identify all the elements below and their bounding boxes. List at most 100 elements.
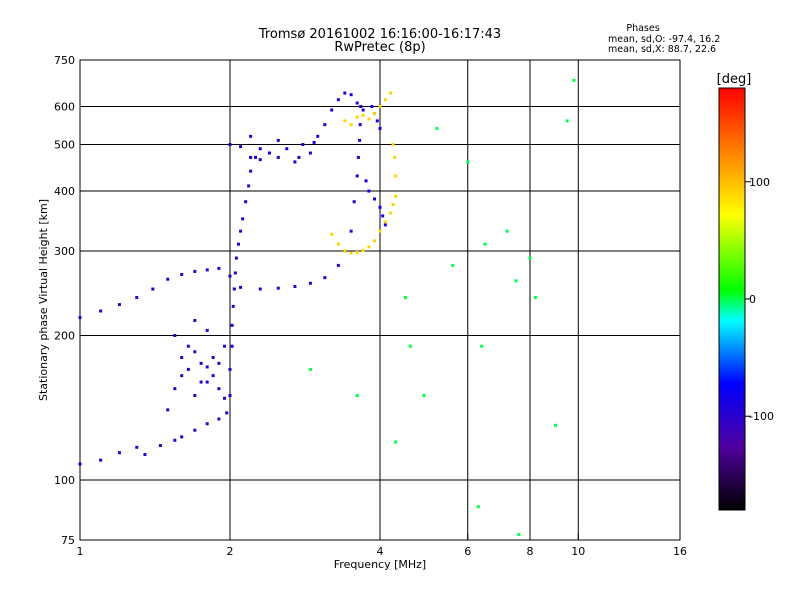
y-axis-label: Stationary phase Virtual Height [km] [37, 199, 50, 401]
data-point [330, 108, 334, 112]
data-point [308, 151, 312, 155]
data-point [173, 387, 177, 391]
data-point [466, 160, 470, 164]
data-point [367, 117, 371, 121]
data-point [228, 143, 232, 147]
data-point [378, 105, 382, 109]
axis-ticks [79, 59, 681, 541]
data-points [78, 78, 576, 537]
data-point [381, 214, 385, 218]
data-point [228, 394, 232, 398]
x-tick-label: 10 [571, 545, 585, 558]
data-point [180, 273, 184, 277]
data-point [308, 281, 312, 285]
data-point [117, 451, 121, 455]
data-point [186, 367, 190, 371]
phase-heading: Phases [626, 23, 660, 34]
data-point [330, 232, 334, 236]
data-point [370, 105, 374, 109]
data-point [316, 134, 320, 138]
y-tick-label: 500 [54, 139, 75, 152]
data-point [223, 396, 227, 400]
data-point [180, 374, 184, 378]
data-point [435, 126, 439, 130]
data-point [480, 344, 484, 348]
data-point [135, 445, 139, 449]
data-point [528, 256, 532, 260]
data-point [389, 91, 393, 95]
data-point [451, 263, 455, 267]
colorbar-tick-label: 0 [749, 293, 756, 306]
data-point [336, 98, 340, 102]
data-point [239, 229, 243, 233]
data-point [361, 248, 365, 252]
data-point [355, 174, 359, 178]
data-point [99, 458, 103, 462]
data-point [158, 444, 162, 448]
data-point [373, 112, 377, 116]
data-point [517, 533, 521, 537]
data-point [378, 229, 382, 233]
data-point [193, 318, 197, 322]
data-point [355, 115, 359, 119]
data-point [389, 211, 393, 215]
data-point [383, 98, 387, 102]
y-tick-label: 100 [54, 474, 75, 487]
data-point [247, 184, 251, 188]
data-point [505, 229, 509, 233]
data-point [249, 155, 253, 159]
data-point [223, 344, 227, 348]
data-point [193, 428, 197, 432]
data-point [276, 286, 280, 290]
data-point [375, 119, 379, 123]
data-point [422, 394, 426, 398]
chart-title: Tromsø 20161002 16:16:00-16:17:43 [258, 27, 502, 42]
data-point [408, 344, 412, 348]
y-tick-label: 300 [54, 245, 75, 258]
data-point [343, 91, 347, 95]
data-point [285, 147, 289, 151]
data-point [343, 249, 347, 253]
data-point [199, 380, 203, 384]
data-point [349, 229, 353, 233]
colorbar-tick-label: -100 [749, 410, 774, 423]
data-point [211, 374, 215, 378]
x-tick-label: 16 [673, 545, 687, 558]
data-point [391, 202, 395, 206]
data-point [476, 505, 480, 509]
data-point [78, 316, 82, 320]
data-point [323, 123, 327, 127]
data-point [301, 143, 305, 147]
data-point [565, 119, 569, 123]
data-point [308, 367, 312, 371]
grid-lines [80, 60, 680, 540]
data-point [336, 263, 340, 267]
data-point [99, 309, 103, 313]
data-point [230, 344, 234, 348]
data-point [236, 242, 240, 246]
data-point [231, 304, 235, 308]
data-point [217, 417, 221, 421]
data-point [173, 334, 177, 338]
data-point [378, 126, 382, 130]
data-point [225, 411, 229, 415]
data-point [383, 223, 387, 227]
y-tick-label: 750 [54, 54, 75, 67]
data-point [230, 323, 234, 327]
data-point [358, 123, 362, 127]
data-point [403, 296, 407, 300]
data-point [143, 453, 147, 457]
data-point [359, 105, 363, 109]
data-point [258, 147, 262, 151]
data-point [572, 78, 576, 82]
data-point [361, 113, 365, 117]
data-point [276, 138, 280, 142]
data-point [276, 155, 280, 159]
data-point [349, 93, 353, 97]
data-point [355, 101, 359, 105]
data-point [394, 194, 398, 198]
data-point [355, 394, 359, 398]
data-point [293, 160, 297, 164]
data-point [293, 285, 297, 289]
